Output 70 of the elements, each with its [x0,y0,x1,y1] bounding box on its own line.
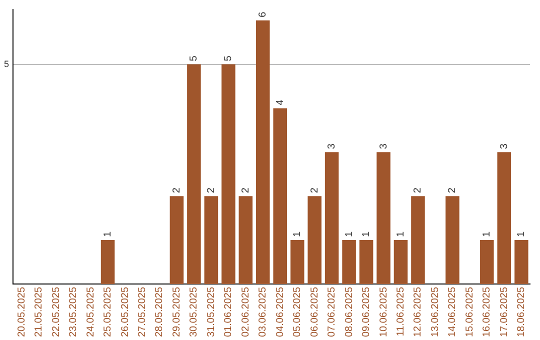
bar [324,152,339,284]
bar [170,196,184,284]
data-label: 6 [258,11,269,18]
x-tick-label: 13.06.2025 [430,286,441,338]
data-label: 1 [344,231,355,238]
x-tick-label: 17.06.2025 [498,286,510,338]
x-tick-label: 30.05.2025 [188,286,200,338]
data-label: 2 [412,187,424,194]
bar [446,196,460,284]
bar [290,240,304,284]
bar [359,240,374,284]
x-tick-label: 11.06.2025 [396,286,406,336]
x-tick-label: 06.06.2025 [309,286,320,338]
bar [256,20,270,284]
data-label: 3 [326,143,338,150]
x-tick-label: 08.06.2025 [344,286,355,338]
bar [222,64,236,284]
x-tick-label: 20.05.2025 [16,286,28,338]
data-label: 2 [206,187,217,194]
bar [204,196,218,284]
data-label: 1 [361,231,372,238]
data-label: 1 [482,231,493,238]
x-tick-label: 04.06.2025 [274,286,286,338]
x-tick-label: 18.06.2025 [516,286,528,338]
bar [342,240,356,284]
data-label: 1 [516,231,528,238]
x-tick-label: 02.06.2025 [240,286,252,338]
x-tick-label: 12.06.2025 [412,286,424,338]
x-tick-label: 16.06.2025 [482,286,493,338]
x-tick-label: 15.06.2025 [464,286,476,338]
x-tick-label: 05.06.2025 [292,286,304,338]
bar [238,196,253,284]
x-tick-label: 10.06.2025 [378,286,390,338]
x-tick-label: 21.05.2025 [34,286,45,338]
data-label: 4 [274,99,286,106]
data-label: 1 [102,231,114,238]
x-tick-label: 26.05.2025 [120,286,131,338]
x-tick-label: 27.05.2025 [137,286,148,338]
x-tick-label: 09.06.2025 [361,286,372,338]
bar [308,196,322,284]
data-label: 2 [309,187,320,194]
x-tick-label: 23.05.2025 [68,286,80,338]
data-label: 2 [447,187,458,194]
bar [376,152,390,284]
x-tick-label: 22.05.2025 [50,286,62,338]
data-label: 1 [292,231,304,238]
data-label: 5 [188,55,200,62]
bar [411,196,425,284]
bar [100,240,115,284]
data-label: 5 [223,55,234,62]
bar [187,64,201,284]
bar [394,240,408,284]
x-tick-label: 24.05.2025 [85,286,96,338]
x-tick-label: 25.05.2025 [102,286,114,338]
data-label: 3 [378,143,390,150]
x-tick-label: 01.06.2025 [223,286,234,338]
x-tick-label: 03.06.2025 [258,286,269,338]
bar [514,240,528,284]
data-label: 2 [240,187,252,194]
data-label: 2 [171,187,182,194]
x-tick-label: 29.05.2025 [171,286,182,338]
x-tick-label: 07.06.2025 [326,286,338,338]
bar [497,152,512,284]
x-tick-label: 28.05.2025 [154,286,166,338]
bar [273,108,288,284]
data-label: 1 [396,231,406,238]
x-tick-label: 14.06.2025 [447,286,458,338]
bar [480,240,494,284]
x-tick-label: 31.05.2025 [206,286,217,338]
data-label: 3 [498,143,510,150]
